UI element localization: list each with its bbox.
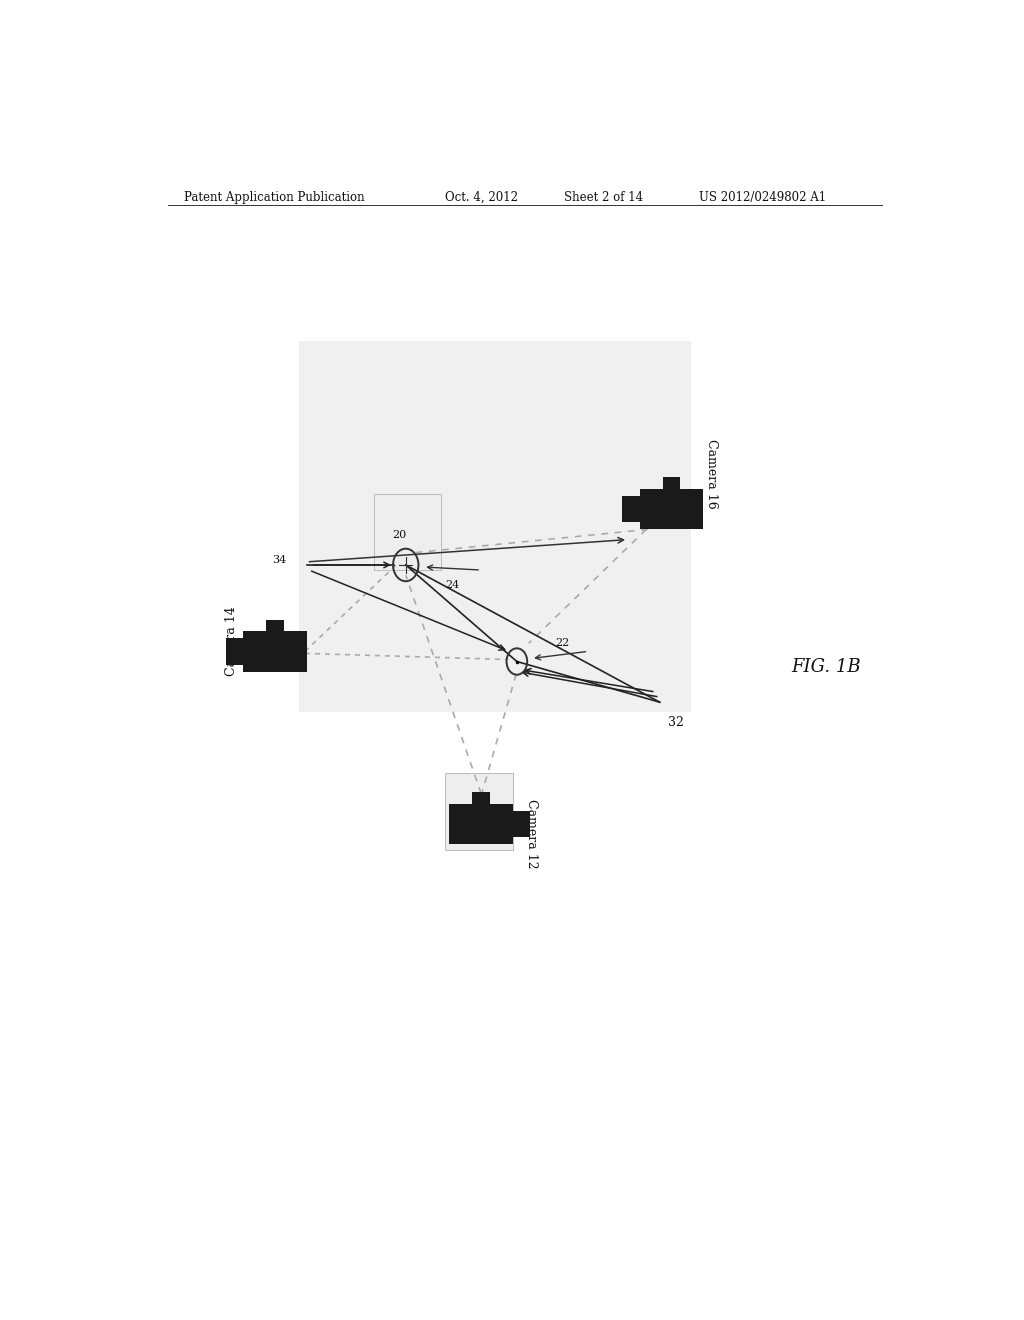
- Text: Camera 12: Camera 12: [524, 800, 538, 869]
- Text: US 2012/0249802 A1: US 2012/0249802 A1: [699, 190, 826, 203]
- Text: Camera 16: Camera 16: [705, 438, 718, 508]
- Bar: [513, 810, 530, 837]
- Bar: [445, 774, 513, 850]
- Text: 24: 24: [445, 581, 460, 590]
- Bar: [472, 792, 489, 804]
- Text: Oct. 4, 2012: Oct. 4, 2012: [445, 190, 518, 203]
- Bar: [225, 638, 243, 664]
- Text: FIG. 1B: FIG. 1B: [792, 657, 861, 676]
- Bar: [450, 804, 513, 845]
- Text: Camera 14: Camera 14: [224, 606, 238, 676]
- Bar: [374, 494, 441, 570]
- Text: 34: 34: [272, 554, 287, 565]
- Bar: [663, 478, 680, 488]
- Bar: [266, 619, 284, 631]
- Bar: [640, 488, 703, 529]
- Bar: [623, 496, 640, 523]
- Text: 32: 32: [668, 715, 684, 729]
- Text: 20: 20: [392, 529, 407, 540]
- Text: 22: 22: [555, 639, 569, 648]
- Bar: [243, 631, 306, 672]
- Bar: [299, 342, 691, 713]
- Text: Patent Application Publication: Patent Application Publication: [183, 190, 365, 203]
- Text: Sheet 2 of 14: Sheet 2 of 14: [564, 190, 644, 203]
